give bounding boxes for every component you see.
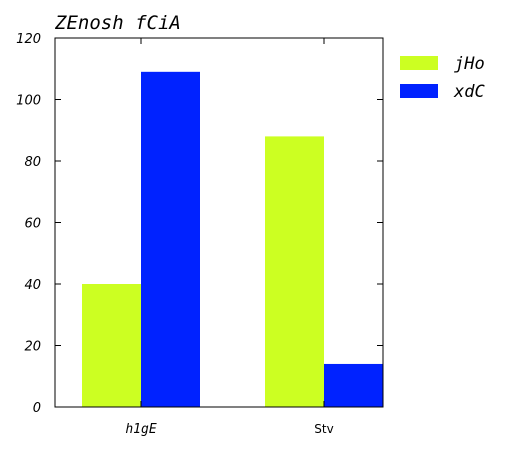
bar-jHo-Stv <box>265 136 324 407</box>
bar-xdC-h1gE <box>141 71 200 407</box>
legend-label-jHo: jHo <box>454 54 485 74</box>
x-category-label: h1gE <box>125 422 156 437</box>
chart-title: ZEnosh fCiA <box>54 12 181 34</box>
legend-swatch-xdC <box>400 84 438 98</box>
bars-group <box>82 71 383 407</box>
y-tick-label: 100 <box>16 94 41 109</box>
legend: jHo xdC <box>400 54 485 102</box>
y-tick-label: 120 <box>16 32 41 47</box>
bar-jHo-h1gE <box>82 284 141 407</box>
legend-swatch-jHo <box>400 56 438 70</box>
legend-label-xdC: xdC <box>453 82 485 102</box>
y-tick-label: 0 <box>33 401 41 416</box>
y-tick-label: 20 <box>24 340 41 355</box>
bar-xdC-Stv <box>324 363 383 407</box>
y-tick-label: 80 <box>24 155 41 170</box>
axes-group: 0 20 40 60 80 100 120 h1gE Stv <box>16 32 384 437</box>
y-tick-label: 60 <box>24 217 41 232</box>
y-tick-label: 40 <box>24 278 41 293</box>
x-category-label: Stv <box>314 422 333 436</box>
